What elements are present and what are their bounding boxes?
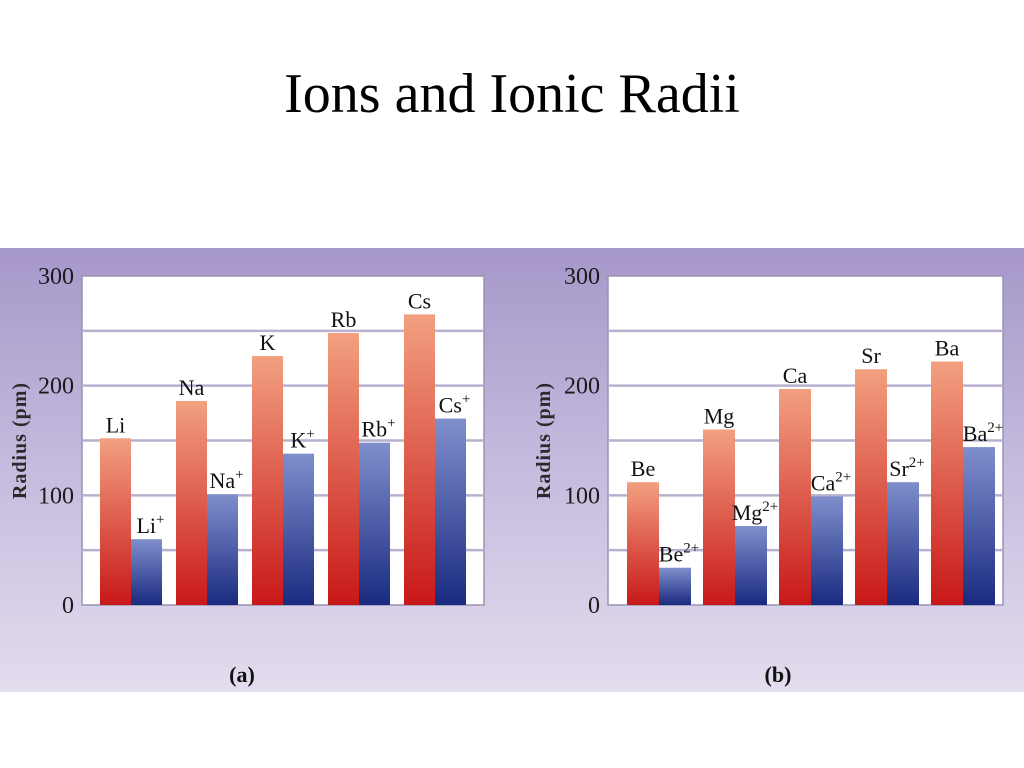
y-tick-label: 0 (588, 593, 600, 619)
ionic-radii-charts: 0 100 200 300 Radius (pm) Li Li+ Na Na+ K K+ Rb Rb+ C… (9, 264, 1004, 687)
y-tick-label: 0 (62, 593, 74, 619)
y-tick-label: 100 (38, 483, 74, 509)
bar-ion-rb (359, 442, 390, 605)
chart-panel-a: 0 100 200 300 Radius (pm) Li Li+ Na Na+ K K+ Rb Rb+ C… (9, 264, 485, 687)
atom-label: Ba (935, 336, 960, 361)
bar-atom-rb (328, 333, 359, 605)
bar-ion-ba (963, 447, 995, 605)
bar-atom-cs (404, 314, 435, 605)
bar-ion-ca (811, 496, 843, 605)
atom-label: Rb (331, 307, 357, 332)
atom-label: Mg (704, 404, 735, 429)
atom-label: Li (106, 412, 126, 437)
ion-label: Rb+ (361, 416, 395, 442)
y-axis-label: Radius (pm) (9, 382, 31, 499)
bar-atom-na (176, 401, 207, 605)
ion-label: Mg2+ (732, 499, 779, 525)
bar-ion-li (131, 539, 162, 605)
bar-ion-na (207, 494, 238, 605)
ion-label: K+ (290, 427, 314, 453)
ion-label: Li+ (136, 512, 164, 538)
atom-label: Na (179, 375, 205, 400)
panel-caption: (b) (765, 662, 792, 687)
y-tick-label: 300 (564, 264, 600, 290)
y-tick-label: 200 (38, 374, 74, 400)
y-axis-label: Radius (pm) (533, 382, 555, 499)
ion-label: Cs+ (439, 392, 471, 418)
y-tick-label: 200 (564, 374, 600, 400)
bar-atom-ba (931, 361, 963, 605)
bar-atom-li (100, 438, 131, 605)
atom-label: Ca (783, 363, 808, 388)
ion-label: Ba2+ (963, 420, 1003, 446)
chart-panel-b: 0 100 200 300 Radius (pm) Be Be2+ Mg Mg2+ Ca Ca2+ S… (533, 264, 1004, 687)
bar-atom-k (252, 356, 283, 605)
atom-label: Sr (861, 343, 881, 368)
y-tick-label: 100 (564, 483, 600, 509)
bar-ion-k (283, 453, 314, 605)
y-tick-label: 300 (38, 264, 74, 290)
atom-label: Cs (408, 288, 431, 313)
bar-atom-sr (855, 369, 887, 605)
atom-label: Be (631, 456, 655, 481)
atom-label: K (260, 330, 276, 355)
bar-atom-be (627, 482, 659, 605)
panel-caption: (a) (229, 662, 255, 687)
bar-atom-ca (779, 388, 811, 605)
ion-label: Be2+ (659, 541, 699, 567)
bar-ion-be (659, 567, 691, 605)
figure-panel: 0 100 200 300 Radius (pm) Li Li+ Na Na+ K K+ Rb Rb+ C… (0, 248, 1024, 692)
bar-ion-sr (887, 482, 919, 605)
ion-label: Sr2+ (889, 455, 925, 481)
ion-label: Ca2+ (811, 469, 851, 495)
slide-title: Ions and Ionic Radii (284, 63, 740, 125)
bar-ion-mg (735, 526, 767, 605)
bar-ion-cs (435, 418, 466, 605)
ion-label: Na+ (209, 467, 243, 493)
bar-atom-mg (703, 429, 735, 605)
